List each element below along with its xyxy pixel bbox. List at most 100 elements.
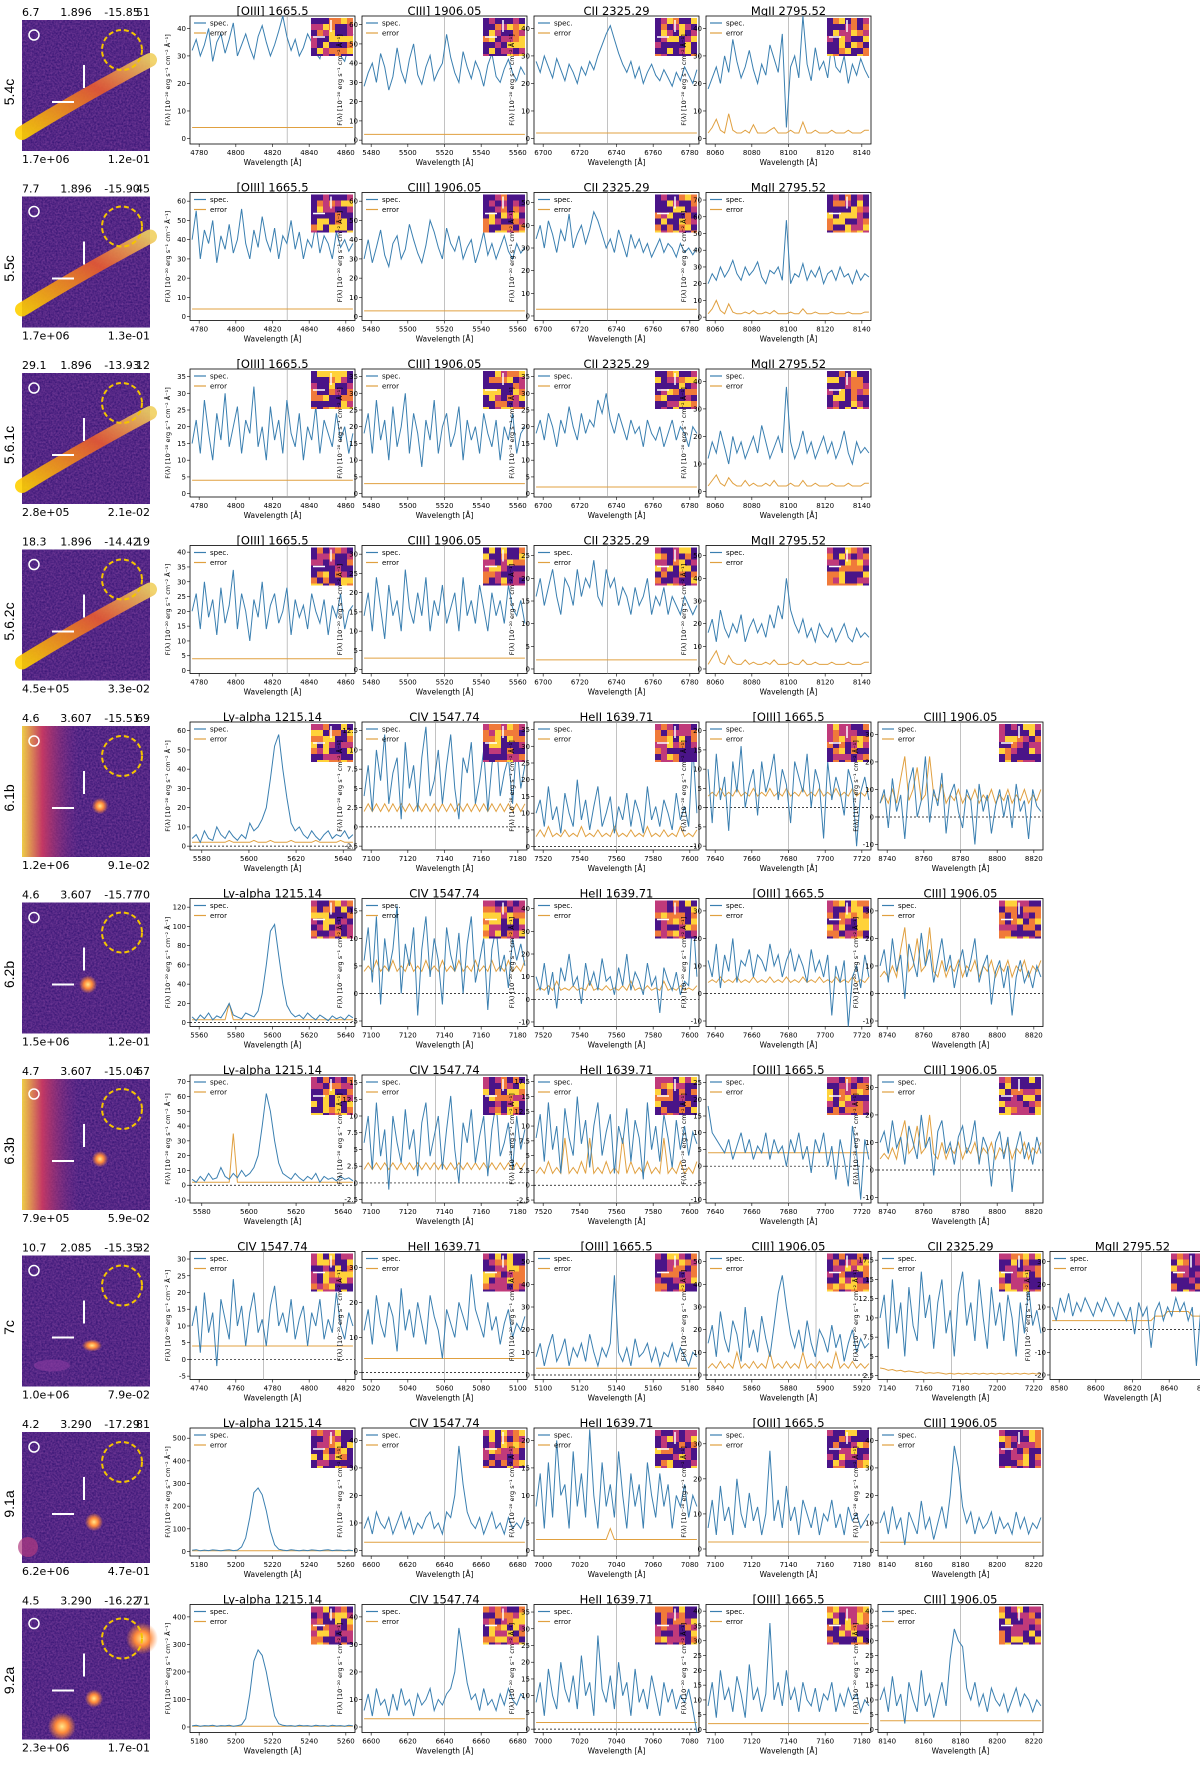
inset-pixel [679,736,685,742]
inset-pixel [1023,748,1029,754]
inset-pixel [329,1277,335,1284]
y-tick-label: 100 [173,923,186,931]
inset-pixel [851,571,857,578]
inset-pixel [335,930,341,937]
inset-pixel [857,936,863,939]
inset-pixel [999,1430,1005,1436]
inset-pixel [1177,1277,1183,1284]
inset-pixel [323,924,329,931]
legend-error-label: error [898,736,915,744]
y-tick-label: 10 [349,294,358,302]
spec-series-line [535,24,698,88]
galaxy-streak [15,229,157,317]
inset-pixel [483,48,489,54]
inset-pixel [329,1466,335,1468]
legend: spec.error [538,549,572,567]
inset-pixel [661,200,667,207]
inset-pixel [507,1612,513,1619]
y-tick-label: 30 [177,255,186,263]
inset-pixel [667,547,673,554]
inset-pixel [839,1101,845,1107]
inset-pixel [347,1618,353,1625]
y-tick-label: 20 [177,1152,186,1160]
inset-pixel [1011,730,1017,736]
inset-pixel [335,918,341,925]
x-tick-label: 7180 [509,855,527,863]
y-axis-label: F(λ) [10⁻²⁰ erg s⁻¹ cm⁻² Å⁻¹] [679,564,688,656]
inset-pixel [679,1089,685,1095]
thumb-value-tc: 1.896 [60,359,92,372]
y-tick-label: 20 [1037,1281,1046,1289]
inset-pixel [1035,918,1041,925]
inset-pixel [827,730,833,736]
inset-pixel [845,760,851,762]
inset-pixel [1005,1077,1011,1083]
inset-pixel [519,930,525,937]
panel-title: Ly-alpha 1215.14 [223,1416,322,1430]
inset-pixel [341,1430,347,1436]
spec-series-line [192,1487,353,1552]
inset-pixel [329,48,335,54]
inset-pixel [1035,936,1041,939]
inset-pixel [845,1454,851,1460]
inset-pixel [347,906,353,913]
inset-pixel [1017,736,1023,742]
y-tick-label: 40 [177,25,186,33]
inset-pixel [483,736,489,742]
inset-pixel [685,42,691,48]
inset-pixel [519,724,525,730]
inset-pixel [833,736,839,742]
inset-pixel [691,36,697,42]
inset-pixel [501,212,507,219]
x-tick-label: 5540 [472,149,490,157]
x-tick-label: 7660 [743,1208,761,1216]
x-tick-label: 5240 [300,1738,318,1746]
inset-pixel [1035,1101,1041,1107]
y-tick-label: 20 [693,1475,702,1483]
legend-spec-label: spec. [898,1255,916,1263]
inset-pixel [483,1277,489,1284]
y-tick-label: 0 [526,1547,530,1555]
inset-pixel [317,559,323,566]
y-tick-label: 0 [698,1163,702,1171]
inset-pixel [827,924,833,931]
inset-pixel [489,1113,495,1115]
inset-pixel [655,1265,661,1272]
inset-pixel [667,24,673,30]
inset-image [311,1430,353,1468]
inset-pixel [1029,936,1035,939]
inset-pixel [661,24,667,30]
inset-image [655,1077,697,1115]
inset-pixel [851,565,857,572]
inset-pixel [685,900,691,907]
inset-pixel [495,912,501,919]
legend-spec-label: spec. [554,726,572,734]
inset-pixel [679,553,685,560]
inset-pixel [667,1089,673,1095]
inset-pixel [1029,1101,1035,1107]
inset-pixel [519,18,525,24]
inset-pixel [673,48,679,54]
legend: spec.error [882,1608,916,1626]
y-axis-label: F(λ) [10⁻²⁰ erg s⁻¹ cm⁻² Å⁻¹] [679,1270,688,1362]
inset-pixel [851,1077,857,1083]
inset-pixel [833,742,839,748]
inset-pixel [1029,1442,1035,1448]
inset-pixel [489,48,495,54]
y-axis-label: F(λ) [10⁻²⁰ erg s⁻¹ cm⁻² Å⁻¹] [335,740,344,832]
inset-pixel [507,1618,513,1625]
inset-pixel [519,224,525,231]
inset-pixel [1017,1083,1023,1089]
y-tick-label: 20 [693,433,702,441]
inset-pixel [489,1612,495,1619]
legend-error-label: error [726,559,743,567]
inset-pixel [1029,918,1035,925]
inset-pixel [1035,1442,1041,1448]
thumb-value-tl: 4.2 [22,1418,40,1431]
inset-pixel [845,754,851,760]
inset-pixel [317,936,323,939]
inset-pixel [1017,1271,1023,1278]
inset-pixel [335,1113,341,1115]
